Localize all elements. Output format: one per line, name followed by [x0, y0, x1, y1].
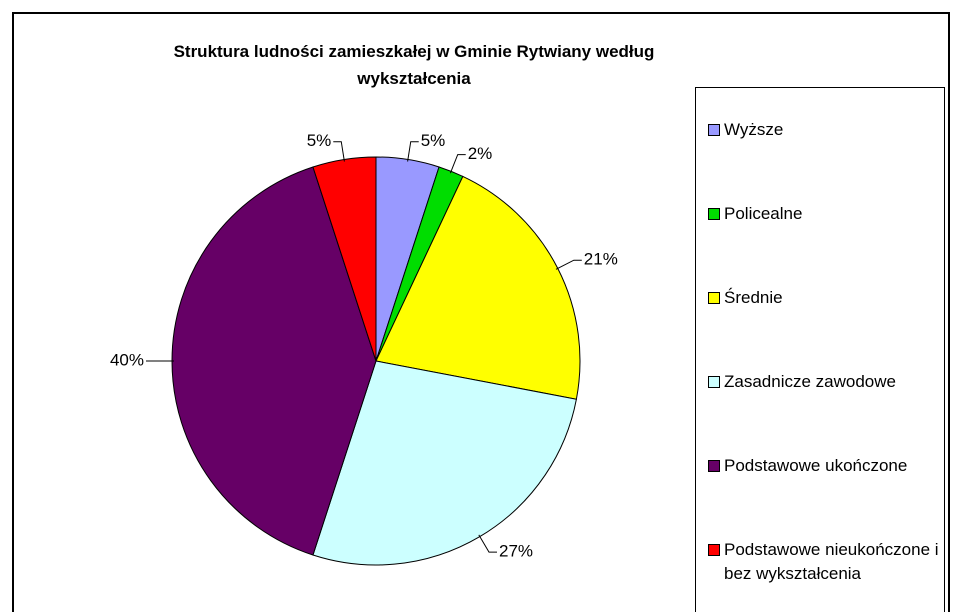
data-label: 21%	[584, 250, 618, 269]
legend-label: Policealne	[724, 204, 803, 223]
data-label: 27%	[499, 542, 533, 561]
pie-chart: 5% 2% 21% 27% 40% 5%	[110, 131, 618, 566]
data-label: 5%	[307, 131, 332, 150]
leader-line	[407, 141, 419, 162]
data-label: 2%	[468, 144, 493, 163]
legend-label: Podstawowe ukończone	[724, 456, 908, 475]
legend-label: Podstawowe nieukończone i bez wykształce…	[724, 540, 939, 583]
legend-entry: Średnie	[708, 286, 940, 310]
legend-swatch	[708, 544, 720, 556]
legend-entry: Wyższe	[708, 118, 940, 142]
legend: Wyższe Policealne Średnie Zasadnicze zawodo…	[695, 87, 945, 612]
data-label: 40%	[110, 350, 144, 369]
leader-line	[555, 259, 582, 270]
legend-entry: Policealne	[708, 202, 940, 226]
legend-entry: Zasadnicze zawodowe	[708, 370, 940, 394]
legend-entry: Podstawowe ukończone	[708, 454, 940, 478]
chart-frame: 5% 2% 21% 27% 40% 5% Struktura ludności zamie…	[12, 12, 950, 612]
legend-label: Średnie	[724, 288, 783, 307]
legend-swatch	[708, 376, 720, 388]
legend-swatch	[708, 208, 720, 220]
legend-entry: Podstawowe nieukończone i bez wykształce…	[708, 538, 940, 586]
chart-title: Struktura ludności zamieszkałej w Gminie…	[173, 42, 655, 88]
leader-line	[449, 154, 466, 174]
leader-line	[333, 141, 345, 162]
legend-swatch	[708, 292, 720, 304]
legend-swatch	[708, 124, 720, 136]
leader-line	[478, 534, 498, 553]
data-label: 5%	[421, 131, 446, 150]
legend-label: Zasadnicze zawodowe	[724, 372, 896, 391]
legend-swatch	[708, 460, 720, 472]
legend-label: Wyższe	[724, 120, 784, 139]
